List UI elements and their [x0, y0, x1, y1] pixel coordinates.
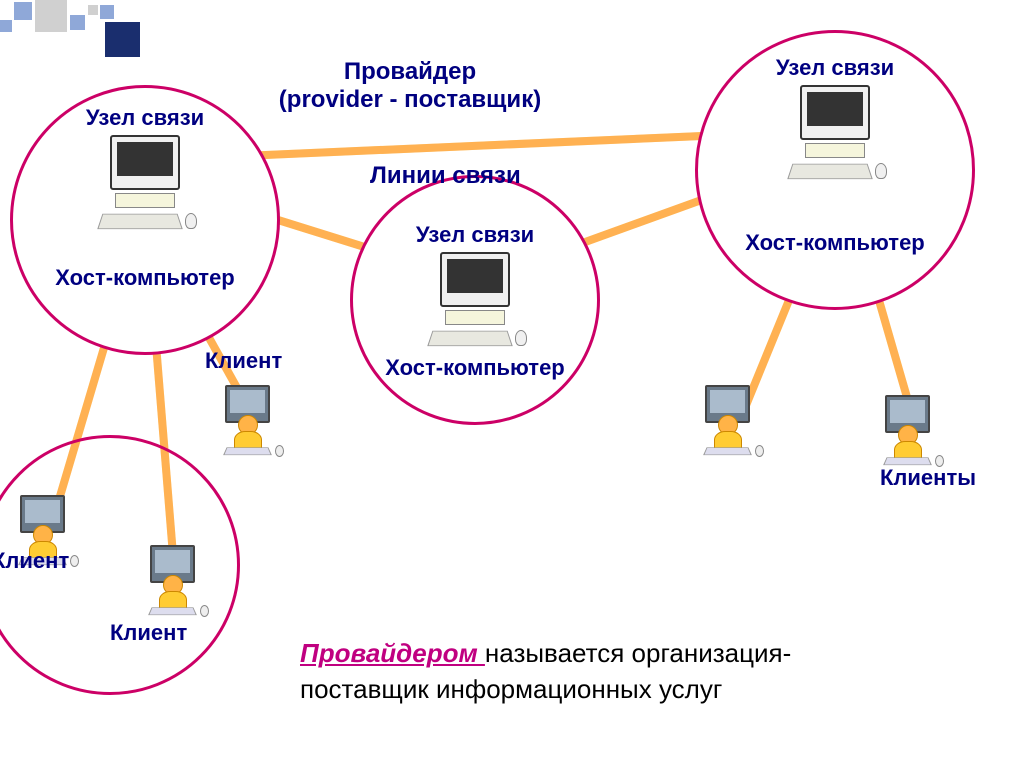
client-label: Клиент: [0, 548, 69, 574]
client-label: Клиент: [205, 348, 282, 374]
node-title-left: Узел связи: [45, 105, 245, 131]
definition-text: Провайдером называется организация-поста…: [300, 635, 1000, 708]
host-label-right: Хост-компьютер: [725, 230, 945, 256]
client-icon: [140, 545, 230, 625]
host-label-left: Хост-компьютер: [35, 265, 255, 291]
client-icon: [875, 395, 965, 475]
host-label-center: Хост-компьютер: [365, 355, 585, 381]
definition-term: Провайдером: [300, 638, 485, 668]
provider-title: Провайдер (provider - поставщик): [260, 58, 560, 114]
client-icon: [215, 385, 305, 465]
lines-label: Линии связи: [370, 162, 521, 190]
host-computer-icon: [415, 252, 535, 352]
client-icon: [695, 385, 785, 465]
host-computer-icon: [85, 135, 205, 235]
client-label: Клиент: [110, 620, 187, 646]
node-title-right: Узел связи: [735, 55, 935, 81]
clients-label: Клиенты: [880, 465, 976, 491]
node-title-center: Узел связи: [375, 222, 575, 248]
host-computer-icon: [775, 85, 895, 185]
